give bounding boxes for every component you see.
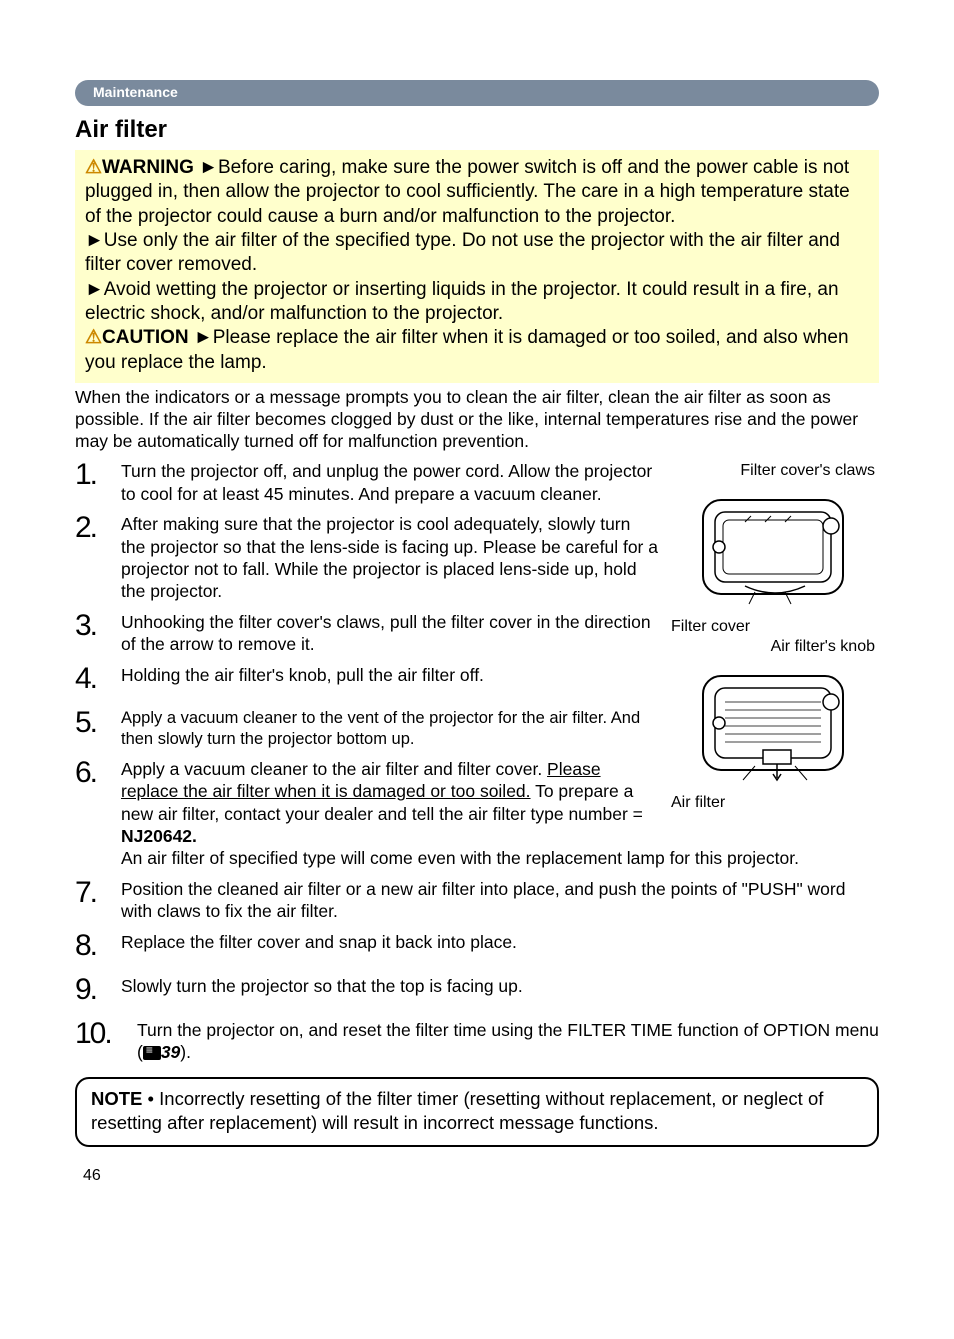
note-body: • Incorrectly resetting of the filter ti… xyxy=(91,1088,823,1133)
step-7-text: Position the cleaned air filter or a new… xyxy=(121,878,879,923)
caution-body: ►Please replace the air filter when it i… xyxy=(85,327,849,372)
figures-column: Filter cover's claws Filter cover Air fi… xyxy=(665,460,885,814)
step-9-text: Slowly turn the projector so that the to… xyxy=(121,975,879,997)
step-3-number: 3. xyxy=(75,611,121,641)
maintenance-label: Maintenance xyxy=(93,84,178,100)
warning-line: ⚠WARNING ►Before caring, make sure the p… xyxy=(85,156,869,229)
warning-label: WARNING xyxy=(102,157,194,178)
step-10-leading: Turn the projector on, and reset the fil… xyxy=(137,1020,879,1062)
warning-icon: ⚠ xyxy=(85,157,102,178)
warning-box: ⚠WARNING ►Before caring, make sure the p… xyxy=(75,150,879,383)
cover-label: Filter cover xyxy=(665,618,885,636)
page-number: 46 xyxy=(75,1167,879,1185)
knob-label: Air filter's knob xyxy=(665,638,885,656)
warning-body: ►Before caring, make sure the power swit… xyxy=(85,157,850,227)
step-8-number: 8. xyxy=(75,931,121,961)
step-10-ref: 39 xyxy=(161,1042,180,1062)
caution-label: CAUTION xyxy=(102,327,189,348)
air-filter-figure xyxy=(685,658,865,788)
intro-paragraph: When the indicators or a message prompts… xyxy=(75,387,879,453)
claws-label: Filter cover's claws xyxy=(665,462,885,480)
step-10-text: Turn the projector on, and reset the fil… xyxy=(137,1019,879,1064)
step-6-tail: An air filter of specified type will com… xyxy=(121,848,799,868)
note-box: NOTE • Incorrectly resetting of the filt… xyxy=(75,1077,879,1146)
warning-bullet-2: ►Avoid wetting the projector or insertin… xyxy=(85,278,869,327)
step-10-tail: ). xyxy=(180,1042,191,1062)
step-1-number: 1. xyxy=(75,460,121,490)
step-9: 9. Slowly turn the projector so that the… xyxy=(75,975,879,1005)
step-10-number: 10. xyxy=(75,1019,137,1049)
step-8-text: Replace the filter cover and snap it bac… xyxy=(121,931,879,953)
caution-line: ⚠CAUTION ►Please replace the air filter … xyxy=(85,326,869,375)
warning-bullet-1: ►Use only the air filter of the specifie… xyxy=(85,229,869,278)
step-8: 8. Replace the filter cover and snap it … xyxy=(75,931,879,961)
section-title: Air filter xyxy=(75,116,879,144)
note-label: NOTE xyxy=(91,1088,142,1109)
step-4-number: 4. xyxy=(75,664,121,694)
maintenance-header: Maintenance xyxy=(75,80,879,106)
step-5-number: 5. xyxy=(75,708,121,738)
step-6-bold: NJ20642. xyxy=(121,826,197,846)
filter-cover-claws-figure xyxy=(685,482,865,612)
step-2-number: 2. xyxy=(75,513,121,543)
step-7-number: 7. xyxy=(75,878,121,908)
book-icon xyxy=(143,1046,161,1060)
airfilter-label: Air filter xyxy=(665,794,885,812)
step-6-number: 6. xyxy=(75,758,121,788)
steps-area: Filter cover's claws Filter cover Air fi… xyxy=(75,460,879,1063)
step-6-leading: Apply a vacuum cleaner to the air filter… xyxy=(121,759,547,779)
step-9-number: 9. xyxy=(75,975,121,1005)
caution-icon: ⚠ xyxy=(85,327,102,348)
step-10: 10. Turn the projector on, and reset the… xyxy=(75,1019,879,1064)
step-7: 7. Position the cleaned air filter or a … xyxy=(75,878,879,923)
